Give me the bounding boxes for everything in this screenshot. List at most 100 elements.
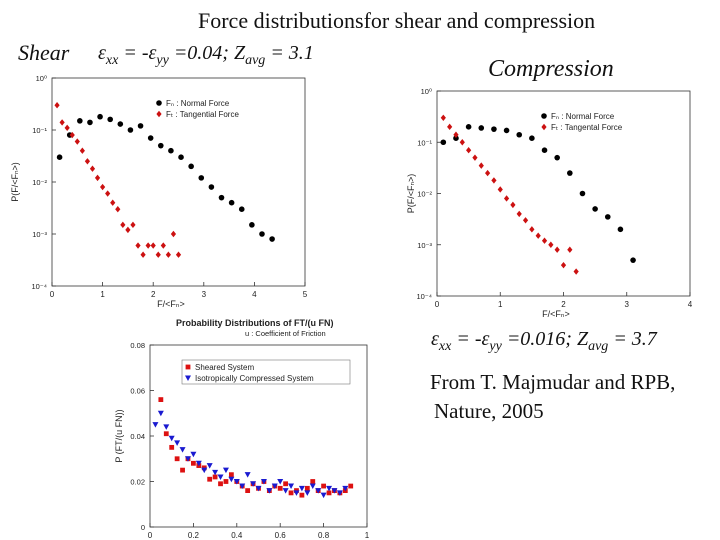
compression-series2-point: [541, 237, 548, 244]
shear-series1-point: [218, 194, 225, 201]
compression-series2-point: [453, 131, 459, 138]
prob-series1-point: [158, 397, 164, 402]
prob-y-tick-label: 0.06: [130, 387, 145, 396]
compression-x-tick-label: 0: [435, 300, 440, 309]
prob-chart-subtitle: u : Coefficient of Friction: [245, 329, 326, 338]
compression-series1-point: [630, 257, 636, 263]
shear-series2-point: [84, 158, 91, 165]
shear-series1-point: [77, 118, 83, 124]
compression-series1-point: [604, 214, 611, 220]
prob-series1-point: [321, 483, 326, 489]
compression-y-tick-label: 10⁻¹: [417, 138, 432, 147]
shear-series2-point: [110, 199, 116, 206]
shear-y-axis-label: P(F/<Fₙ>): [10, 162, 20, 202]
shear-series2-point: [150, 242, 156, 249]
prob-series2-point: [157, 410, 164, 417]
prob-series2-point: [222, 467, 229, 474]
prob-x-tick-label: 0.8: [318, 531, 330, 540]
compression-x-tick-label: 1: [498, 300, 503, 309]
compression-x-tick-label: 3: [625, 300, 630, 309]
compression-series2-point: [548, 241, 554, 248]
shear-series2-point: [120, 221, 126, 229]
compression-series2-point: [447, 123, 453, 131]
shear-series1-point: [178, 154, 184, 160]
shear-legend-label: Fₜ : Tangential Force: [166, 110, 239, 119]
prob-legend-label: Sheared System: [195, 363, 254, 372]
shear-series1-point: [137, 123, 144, 129]
compression-series1-point: [529, 135, 535, 141]
shear-series2-point: [100, 183, 106, 191]
shear-series2-point: [145, 242, 151, 249]
compression-legend-label: Fₙ : Normal Force: [551, 112, 615, 121]
shear-series1-point: [259, 231, 265, 237]
shear-series1-point: [147, 135, 154, 141]
citation-line-2: Nature, 2005: [434, 399, 544, 423]
prob-series2-point: [217, 474, 224, 480]
prob-series2-point: [331, 488, 338, 494]
shear-x-tick-label: 3: [202, 290, 207, 299]
shear-series1-point: [249, 222, 255, 228]
shear-series1-point: [107, 116, 113, 123]
prob-series2-point: [195, 460, 202, 467]
shear-x-tick-label: 5: [303, 290, 308, 299]
shear-series2-point: [175, 251, 182, 258]
citation-line-1: From T. Majmudar and RPB,: [430, 370, 676, 394]
compression-series2-point: [516, 210, 522, 218]
citation: From T. Majmudar and RPB, Nature, 2005: [430, 368, 720, 426]
shear-x-tick-label: 4: [252, 290, 257, 299]
shear-legend-label: Fₙ : Normal Force: [166, 99, 230, 108]
prob-x-tick-label: 0: [148, 531, 153, 540]
shear-series2-point: [54, 101, 60, 109]
shear-legend-marker: [156, 110, 162, 118]
shear-x-axis-label: F/<Fₙ>: [157, 299, 185, 309]
prob-series2-point: [288, 483, 295, 490]
compression-series2-point: [529, 226, 535, 233]
prob-series1-point: [212, 474, 218, 480]
prob-series1-point: [326, 490, 332, 496]
compression-series1-point: [592, 206, 598, 212]
prob-series2-point: [271, 483, 278, 490]
prob-x-tick-label: 0.6: [275, 531, 287, 540]
compression-x-tick-label: 2: [561, 300, 566, 309]
shear-series2-point: [89, 165, 96, 172]
compression-series1-point: [503, 127, 510, 134]
compression-y-tick-label: 10⁰: [421, 87, 432, 96]
prob-series2-point: [228, 476, 235, 483]
shear-y-tick-label: 10⁰: [36, 74, 47, 83]
shear-series1-point: [208, 184, 215, 190]
shear-series2-point: [59, 119, 65, 126]
compression-y-tick-label: 10⁻³: [417, 241, 432, 250]
prob-x-tick-label: 0.4: [231, 531, 243, 540]
prob-y-tick-label: 0.08: [130, 341, 145, 350]
compression-strain-equation: εxx = -εyy =0.016; Zavg = 3.7: [431, 328, 657, 354]
prob-series1-point: [283, 481, 289, 487]
prob-series1-point: [304, 485, 310, 491]
prob-y-tick-label: 0.04: [130, 432, 145, 441]
prob-series1-point: [288, 490, 294, 496]
prob-series1-point: [218, 481, 223, 487]
prob-y-axis-label: P (FT/(u FN)): [114, 409, 124, 462]
shear-x-tick-label: 0: [50, 290, 55, 299]
compression-series1-point: [440, 139, 447, 146]
shear-series1-point: [188, 163, 194, 170]
prob-series2-point: [190, 451, 197, 458]
shear-series2-point: [69, 131, 75, 139]
prob-legend-box: [181, 359, 351, 385]
prob-series2-point: [277, 479, 284, 485]
compression-series1-point: [516, 131, 523, 138]
prob-series2-point: [255, 485, 262, 492]
compression-legend-label: Fₜ : Tangental Force: [551, 123, 623, 132]
prob-series2-point: [168, 435, 175, 442]
shear-series1-point: [157, 142, 164, 149]
compression-series2-point: [478, 162, 484, 169]
shear-series2-point: [94, 174, 101, 182]
compression-series1-point: [478, 125, 485, 131]
compression-legend-marker: [541, 123, 547, 131]
prob-series2-point: [315, 488, 322, 494]
shear-strain-equation: εxx = -εyy =0.04; Zavg = 3.1: [98, 42, 314, 68]
compression-series2-point: [510, 201, 516, 209]
shear-series1-point: [127, 127, 134, 133]
compression-x-axis-label: F/<Fₙ>: [542, 309, 570, 319]
prob-series1-point: [174, 456, 180, 462]
compression-series1-point: [491, 126, 497, 132]
